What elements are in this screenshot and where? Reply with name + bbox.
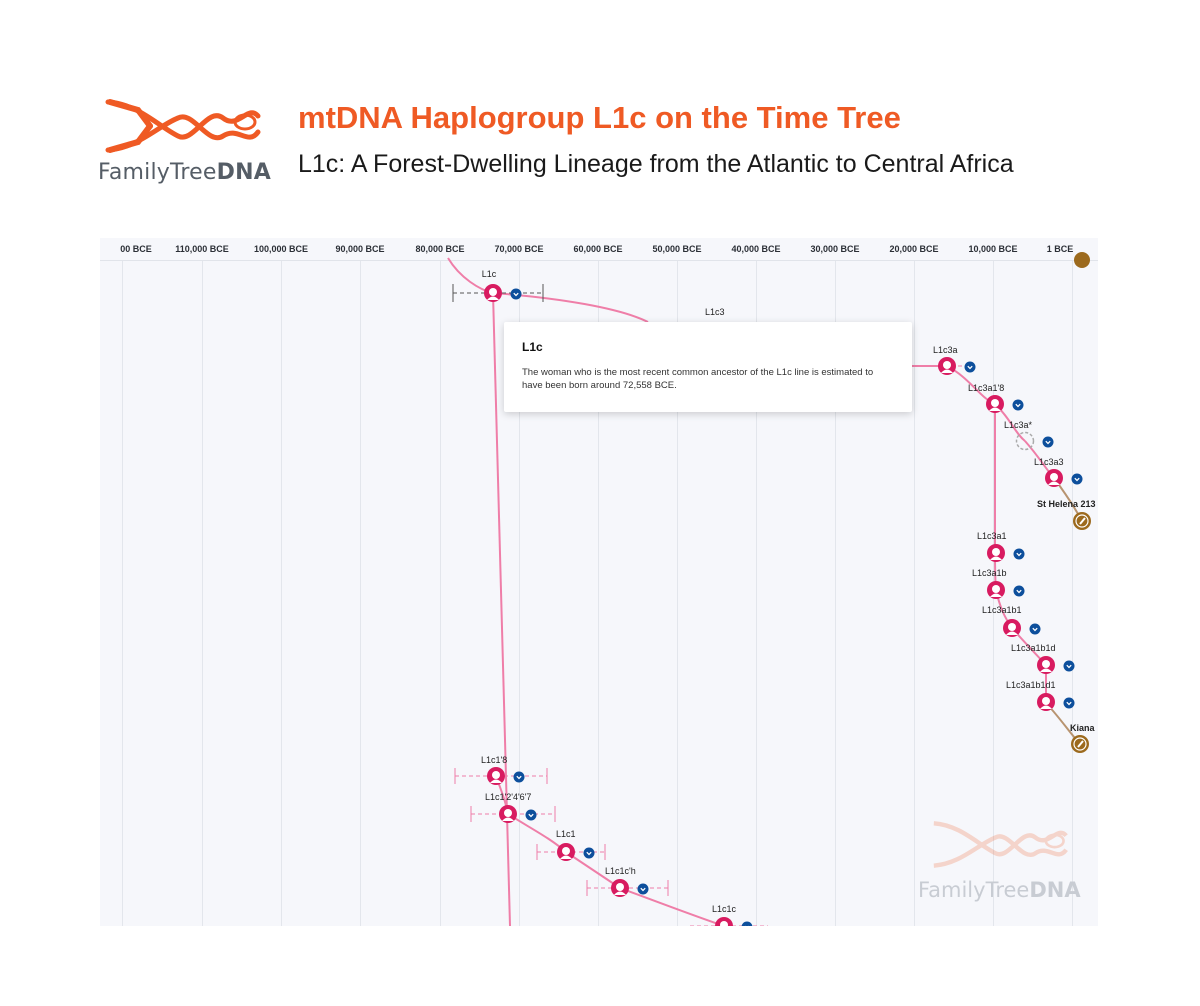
node-l1c1-2-4-6-7[interactable] [496, 802, 542, 826]
node-label: St Helena 213 [1037, 499, 1096, 509]
node-l1c3a-star[interactable] [1013, 429, 1059, 453]
time-axis: 00 BCE 110,000 BCE 100,000 BCE 90,000 BC… [100, 238, 1098, 261]
axis-tick: 1 BCE [1046, 244, 1074, 254]
node-l1c3a3[interactable] [1042, 466, 1088, 490]
axis-tick: 40,000 BCE [731, 244, 781, 254]
page-subtitle: L1c: A Forest-Dwelling Lineage from the … [298, 150, 1014, 178]
node-label: L1c1'2'4'6'7 [485, 792, 532, 802]
node-l1c[interactable] [481, 281, 527, 305]
node-l1c3a1b1d1[interactable] [1034, 690, 1080, 714]
node-info-popup: L1c The woman who is the most recent com… [504, 322, 912, 412]
node-l1c3a1b[interactable] [984, 578, 1030, 602]
node-label: L1c3a1'8 [968, 383, 1005, 393]
axis-tick: 90,000 BCE [335, 244, 385, 254]
node-label: L1c3a3 [1034, 457, 1064, 467]
axis-tick: 70,000 BCE [494, 244, 544, 254]
page-title: mtDNA Haplogroup L1c on the Time Tree [298, 100, 901, 135]
sample-st-helena-213[interactable] [1072, 511, 1094, 533]
watermark-text: FamilyTreeDNA [918, 878, 1081, 902]
axis-tick: 50,000 BCE [652, 244, 702, 254]
node-label: L1c1 [556, 829, 576, 839]
node-label: L1c3a1b [972, 568, 1007, 578]
node-l1c3a1[interactable] [984, 541, 1030, 565]
logo-wordmark: FamilyTreeDNA [98, 160, 271, 185]
axis-tick: 30,000 BCE [810, 244, 860, 254]
node-label: L1c1'8 [481, 755, 508, 765]
watermark-logo [933, 821, 1068, 868]
node-l1c3a[interactable] [935, 354, 981, 378]
node-l1c1[interactable] [554, 840, 600, 864]
popup-title: L1c [522, 340, 543, 354]
node-l1c1-8[interactable] [484, 764, 530, 788]
axis-tick: 60,000 BCE [573, 244, 623, 254]
node-l1c3a1b1d[interactable] [1034, 653, 1080, 677]
axis-tick: 110,000 BCE [175, 244, 229, 254]
node-label: L1c3a1b1d1 [1006, 680, 1056, 690]
node-label: L1c3 [705, 307, 725, 317]
node-label: Kiana [1070, 723, 1095, 733]
node-l1c1c[interactable] [712, 914, 758, 926]
node-label: L1c3a [933, 345, 958, 355]
node-label: L1c1c [712, 904, 737, 914]
node-label: L1c3a1b1d [1011, 643, 1056, 653]
axis-tick: 00 BCE [120, 244, 152, 254]
node-l1c1c-h[interactable] [608, 876, 654, 900]
tree-nodes: L1c L1c3 L1c3a L1c3a1'8 L1c3a* L1c3a3 St… [100, 238, 1098, 926]
axis-tick: 80,000 BCE [415, 244, 465, 254]
axis-tick: 10,000 BCE [968, 244, 1018, 254]
sample-kiana[interactable] [1070, 734, 1092, 756]
time-tree-panel[interactable]: 00 BCE 110,000 BCE 100,000 BCE 90,000 BC… [100, 238, 1098, 926]
node-label: L1c3a1b1 [982, 605, 1022, 615]
node-label: L1c1c'h [605, 866, 636, 876]
node-l1c3a1b1[interactable] [1000, 616, 1046, 640]
node-l1c3a1-8[interactable] [983, 392, 1029, 416]
familytreedna-logo [105, 99, 261, 153]
node-label: L1c [481, 269, 497, 279]
axis-tick: 100,000 BCE [253, 244, 309, 254]
axis-tick: 20,000 BCE [889, 244, 939, 254]
node-label: L1c3a1 [977, 531, 1007, 541]
node-label: L1c3a* [1004, 420, 1033, 430]
popup-body: The woman who is the most recent common … [522, 367, 874, 391]
